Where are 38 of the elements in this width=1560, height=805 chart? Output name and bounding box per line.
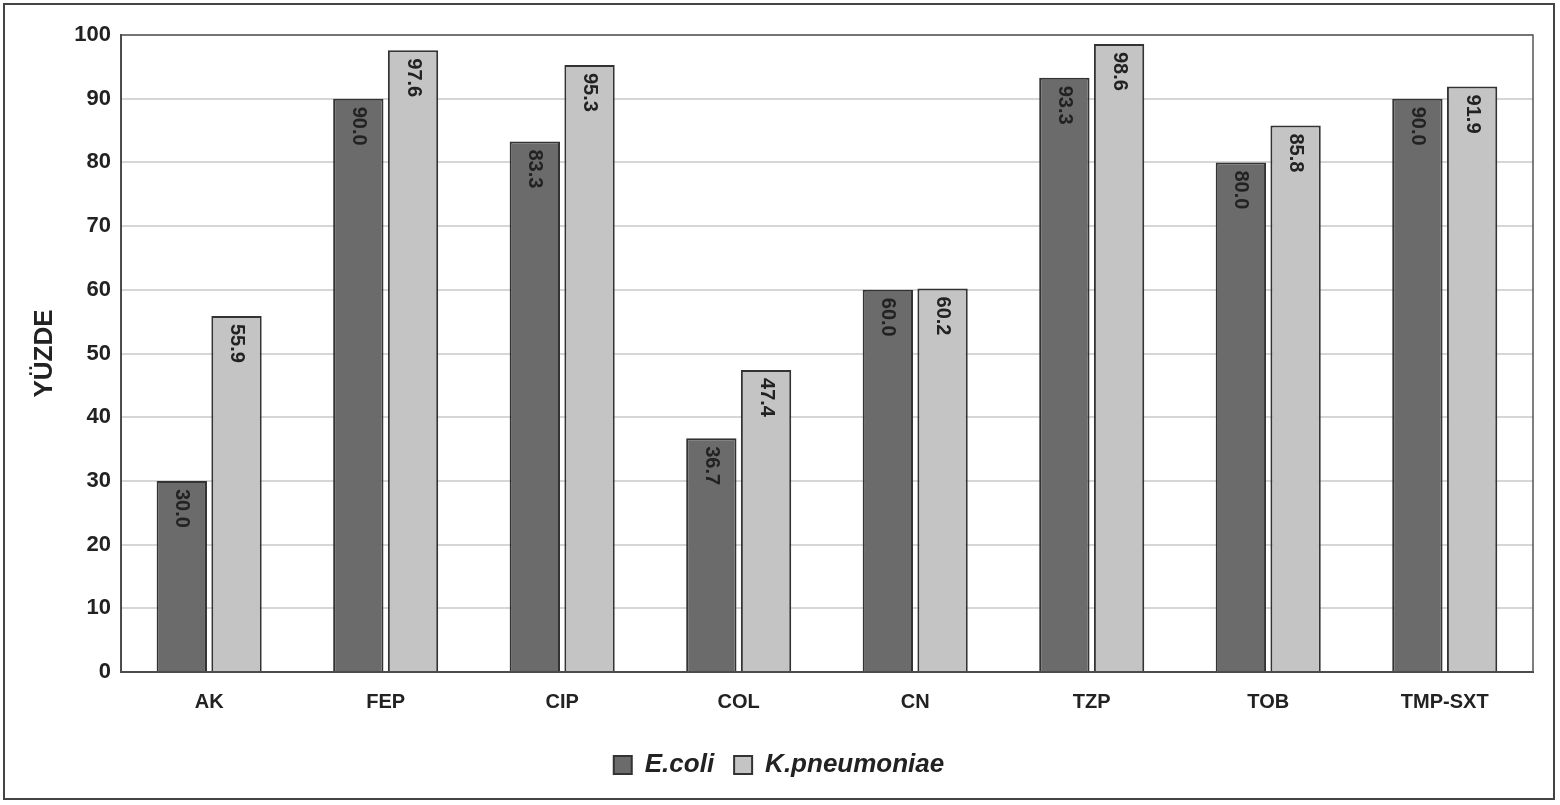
data-label: 60.0: [878, 297, 901, 337]
y-tick-label: 30: [86, 466, 111, 492]
legend-label: E.coli: [644, 748, 715, 779]
x-tick-label: CIP: [545, 689, 579, 712]
y-tick-label: 10: [86, 594, 111, 620]
data-label: 30.0: [172, 488, 195, 528]
y-tick-label: 60: [86, 275, 111, 301]
x-tick-label: TOB: [1247, 689, 1290, 712]
x-tick-label: COL: [717, 689, 760, 712]
y-tick-label: 20: [86, 530, 111, 556]
data-label: 90.0: [1407, 106, 1430, 146]
y-tick-label: 90: [86, 84, 111, 110]
data-label: 95.3: [580, 72, 603, 112]
y-tick-label: 40: [86, 403, 111, 429]
x-tick-label: CN: [900, 689, 930, 712]
x-tick-label: TZP: [1072, 689, 1111, 712]
data-label: 93.3: [1054, 85, 1077, 125]
y-tick-label: 50: [86, 339, 111, 365]
data-label: 97.6: [403, 58, 426, 98]
data-label: 83.3: [525, 149, 548, 189]
y-tick-label: 0: [98, 658, 111, 684]
y-tick-label: 70: [86, 212, 111, 238]
data-label: 80.0: [1231, 170, 1254, 210]
data-label: 47.4: [756, 378, 779, 418]
data-label: 60.2: [933, 296, 956, 336]
x-tick-label: TMP-SXT: [1400, 689, 1489, 712]
y-axis-title: YÜZDE: [27, 309, 58, 398]
data-label: 36.7: [701, 446, 724, 486]
data-label: 91.9: [1462, 94, 1485, 134]
y-tick-label: 100: [74, 21, 111, 47]
legend-label: K.pneumoniae: [765, 748, 945, 779]
x-tick-label: AK: [194, 689, 225, 712]
data-label: 85.8: [1286, 133, 1309, 173]
y-tick-label: 80: [86, 148, 111, 174]
data-label: 98.6: [1109, 51, 1132, 91]
data-label: 90.0: [348, 106, 371, 146]
data-label: 55.9: [227, 323, 250, 363]
x-tick-label: FEP: [366, 689, 406, 712]
